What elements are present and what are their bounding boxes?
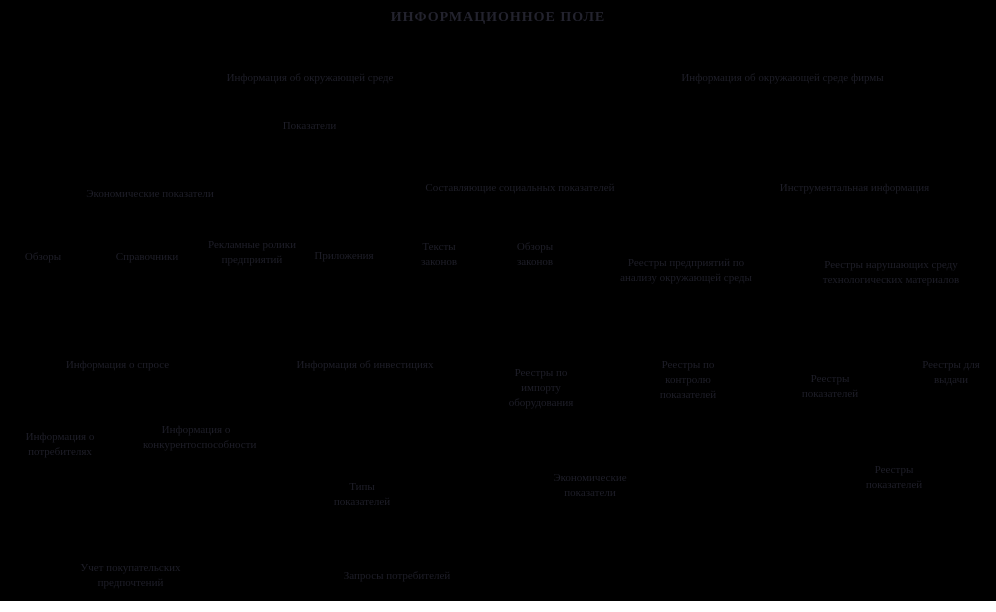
node-directories: Справочники [115, 251, 179, 263]
node-law-reviews: Обзоры законов [516, 241, 554, 268]
node-consumers-info: Информация о потребителях [25, 431, 95, 458]
node-registry-env-analysis: Реестры предприятий по анализу окружающе… [620, 257, 752, 284]
node-consumer-requests: Запросы потребителей [343, 570, 451, 582]
node-customer-preferences: Учет покупательских предпочтений [80, 562, 181, 589]
node-firm-environment-info: Информация об окружающей среде фирмы [681, 72, 884, 84]
node-registry-issue: Реестры для выдачи [922, 359, 980, 386]
node-social-components: Составляющие социальных показателей [425, 182, 615, 194]
node-reviews: Обзоры [24, 251, 62, 263]
node-investments-info: Информация об инвестициях [296, 359, 434, 371]
node-applications: Приложения [314, 250, 374, 262]
node-environment-info: Информация об окружающей среде [226, 72, 394, 84]
node-instrumental-info: Инструментальная информация [779, 182, 930, 194]
node-registry-control: Реестры по контролю показателей [659, 359, 717, 401]
node-registry-indicators-lower: Реестры показателей [865, 464, 923, 491]
node-advertising-clips: Рекламные ролики предприятий [208, 239, 296, 266]
node-competitiveness-info: Информация о конкурентоспособности [143, 424, 257, 451]
node-registry-indicators: Реестры показателей [801, 373, 859, 400]
node-registry-materials: Реестры нарушающих среду технологических… [822, 259, 960, 286]
node-law-texts: Тексты законов [420, 241, 458, 268]
node-indicators: Показатели [282, 120, 337, 132]
node-demand-info: Информация о спросе [65, 359, 170, 371]
node-registry-import: Реестры по импорту оборудования [508, 367, 574, 409]
node-economic-indicators-lower: Экономические показатели [553, 472, 627, 499]
node-economic-indicators: Экономические показатели [86, 188, 214, 200]
diagram-title: ИНФОРМАЦИОННОЕ ПОЛЕ [390, 10, 606, 25]
node-indicator-types: Типы показателей [333, 481, 391, 508]
bottom-white-bar [0, 601, 996, 612]
